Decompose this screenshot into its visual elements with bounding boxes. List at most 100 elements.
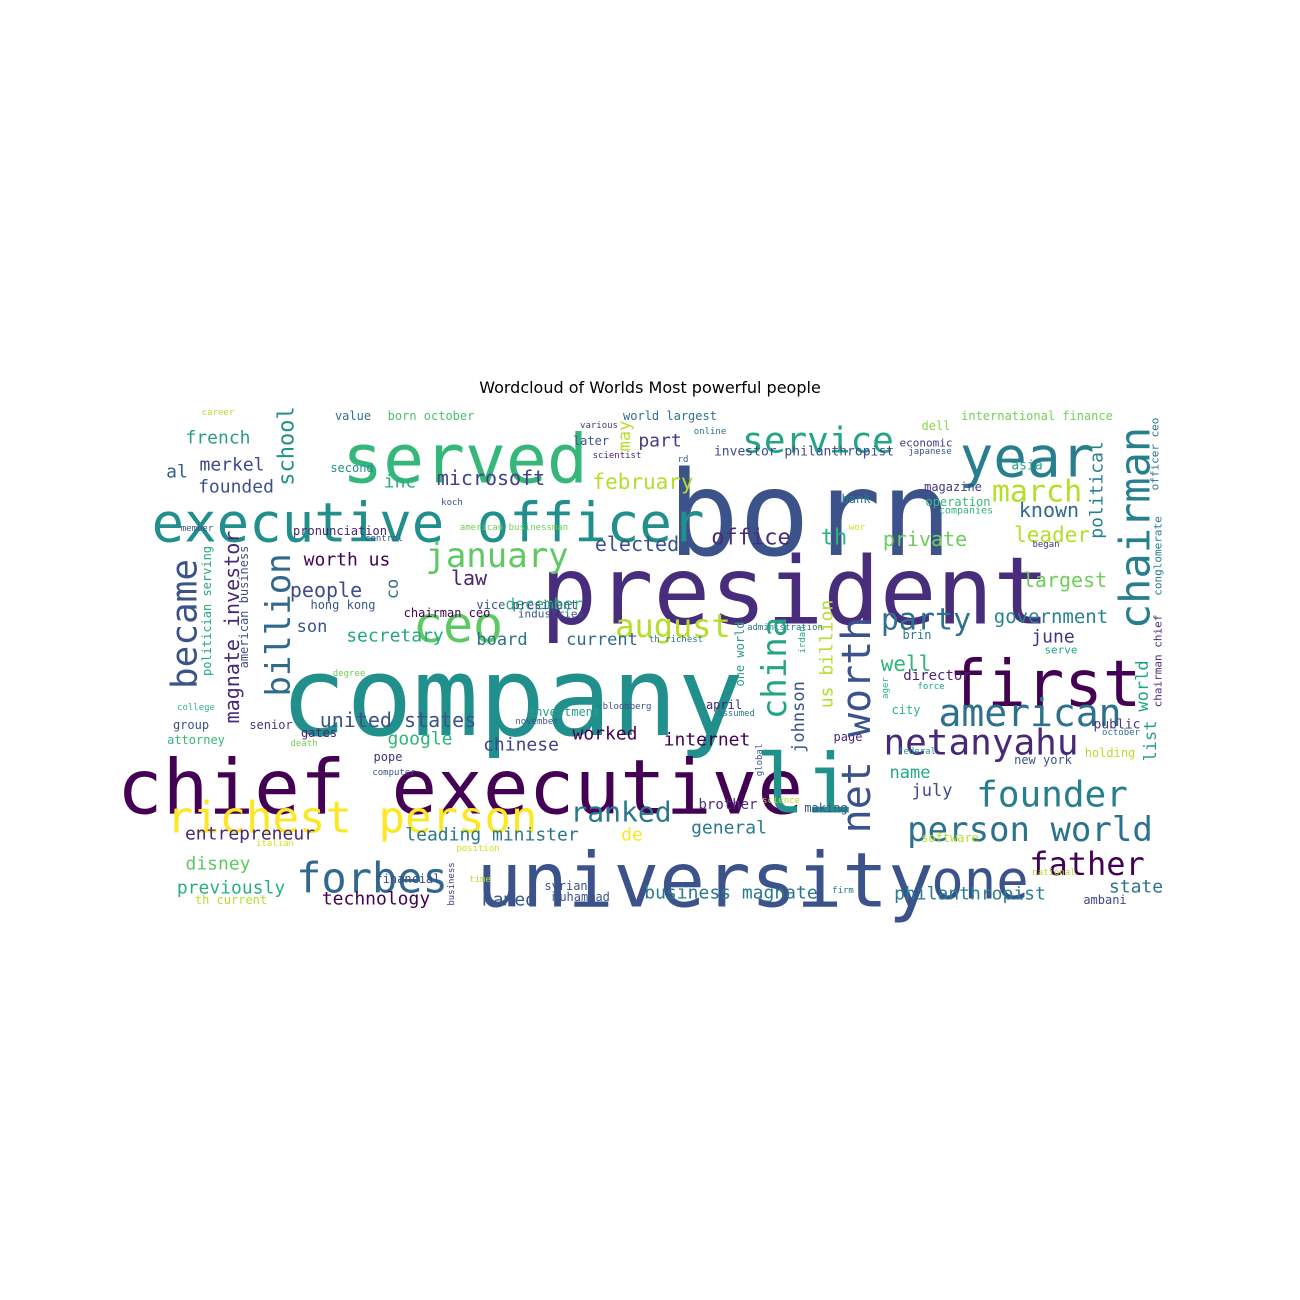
- cloud-word: leader: [1014, 523, 1090, 547]
- cloud-word: executive officer: [152, 492, 705, 555]
- cloud-word: magazine: [924, 480, 982, 494]
- cloud-word: born october: [388, 409, 475, 423]
- cloud-word: new york: [1014, 753, 1073, 767]
- cloud-word: wor: [849, 523, 866, 533]
- cloud-word: first: [949, 648, 1142, 722]
- cloud-word: december: [505, 595, 582, 614]
- cloud-word: koch: [441, 498, 463, 508]
- cloud-word: november: [515, 717, 559, 727]
- cloud-word: worth us: [304, 550, 391, 571]
- cloud-word: merkel: [199, 455, 264, 476]
- cloud-word: list: [1141, 721, 1161, 762]
- cloud-word: hong kong: [310, 598, 375, 612]
- cloud-word: chairman ceo: [404, 606, 491, 620]
- cloud-word: career: [202, 408, 235, 418]
- cloud-word: disney: [185, 854, 250, 875]
- cloud-word: founded: [198, 477, 274, 498]
- cloud-word: private: [883, 527, 967, 551]
- cloud-word: state: [1109, 877, 1163, 898]
- cloud-word: part: [638, 431, 681, 452]
- cloud-word: force: [917, 682, 944, 692]
- cloud-word: school: [275, 406, 300, 485]
- cloud-word: born: [668, 445, 952, 583]
- cloud-word: general: [691, 818, 767, 839]
- cloud-word: holding: [1085, 746, 1136, 760]
- cloud-word: investment: [528, 705, 600, 719]
- cloud-word: computer: [372, 768, 416, 778]
- cloud-word: secretary: [346, 626, 444, 647]
- cloud-word: magnate investor: [220, 531, 244, 724]
- cloud-word: elected: [595, 532, 679, 556]
- cloud-word: online: [694, 427, 727, 437]
- cloud-word: scientist: [593, 451, 642, 461]
- cloud-word: world: [1133, 660, 1153, 711]
- cloud-word: software: [921, 831, 979, 845]
- cloud-word: second: [330, 461, 373, 475]
- cloud-word: national: [1032, 868, 1075, 878]
- cloud-word: board: [476, 630, 527, 650]
- vertical-words: chairman net worth china became billion magna…: [165, 406, 1165, 905]
- cloud-word: industries: [518, 608, 584, 621]
- cloud-word: february: [592, 470, 693, 494]
- cloud-word: service: [742, 421, 894, 462]
- cloud-word: named: [482, 890, 536, 911]
- cloud-word: city: [892, 703, 921, 717]
- cloud-word: united states: [320, 708, 477, 732]
- cloud-word: american: [938, 691, 1121, 735]
- cloud-word: brother: [698, 797, 757, 813]
- cloud-word: bloomberg: [603, 702, 652, 712]
- cloud-word: current: [566, 630, 638, 650]
- cloud-word: served: [342, 421, 588, 500]
- cloud-word: april: [706, 698, 742, 712]
- cloud-word: office: [711, 526, 790, 551]
- cloud-word: public: [1094, 718, 1141, 733]
- cloud-word: italian: [256, 839, 294, 849]
- cloud-word: son: [297, 617, 328, 637]
- cloud-word: forbes: [296, 854, 448, 903]
- cloud-word: serve: [1044, 644, 1077, 657]
- cloud-word: political: [1087, 441, 1108, 539]
- cloud-word: gates: [301, 726, 337, 740]
- cloud-word: international finance: [961, 409, 1113, 423]
- cloud-word: page: [834, 730, 863, 744]
- cloud-word: conglomerate: [1152, 516, 1165, 595]
- cloud-word: chairman chief: [1152, 615, 1165, 708]
- cloud-word: companies: [939, 506, 993, 517]
- cloud-word: january: [425, 536, 568, 576]
- cloud-word: syrian: [544, 879, 587, 893]
- cloud-word: google: [387, 729, 452, 750]
- cloud-word: member: [181, 524, 214, 534]
- cloud-word: president: [540, 538, 1049, 647]
- cloud-word: people: [290, 578, 362, 602]
- cloud-word: asia: [1011, 459, 1042, 474]
- cloud-word: business magnate: [644, 883, 817, 904]
- cloud-word: june: [1031, 627, 1074, 648]
- cloud-word: name: [890, 763, 931, 783]
- cloud-word: dell: [922, 419, 951, 433]
- cloud-word: senior: [249, 718, 292, 732]
- cloud-word: business: [447, 862, 457, 905]
- cloud-word: july: [912, 781, 953, 801]
- cloud-word: net worth: [834, 617, 880, 834]
- cloud-word: university: [476, 836, 934, 925]
- cloud-word: internet: [664, 730, 751, 751]
- cloud-word: muhammad: [552, 890, 610, 904]
- cloud-word: technology: [322, 889, 431, 910]
- cloud-word: director: [903, 668, 970, 684]
- cloud-word: person world: [907, 810, 1153, 850]
- cloud-word: china: [755, 617, 795, 719]
- cloud-word: inc: [384, 472, 417, 493]
- cloud-word: ager: [881, 677, 891, 699]
- cloud-word: leading minister: [405, 825, 579, 846]
- cloud-word: american businessman: [460, 523, 568, 533]
- cloud-word: began: [1032, 540, 1059, 550]
- cloud-word: position: [456, 844, 499, 854]
- cloud-word: financial: [375, 872, 440, 886]
- cloud-word: year: [960, 426, 1095, 491]
- cloud-word: company: [280, 633, 744, 761]
- cloud-word: rd: [678, 455, 689, 465]
- cloud-word: french: [185, 428, 250, 449]
- cloud-word: politician serving: [200, 546, 214, 676]
- cloud-word: worked: [572, 724, 637, 745]
